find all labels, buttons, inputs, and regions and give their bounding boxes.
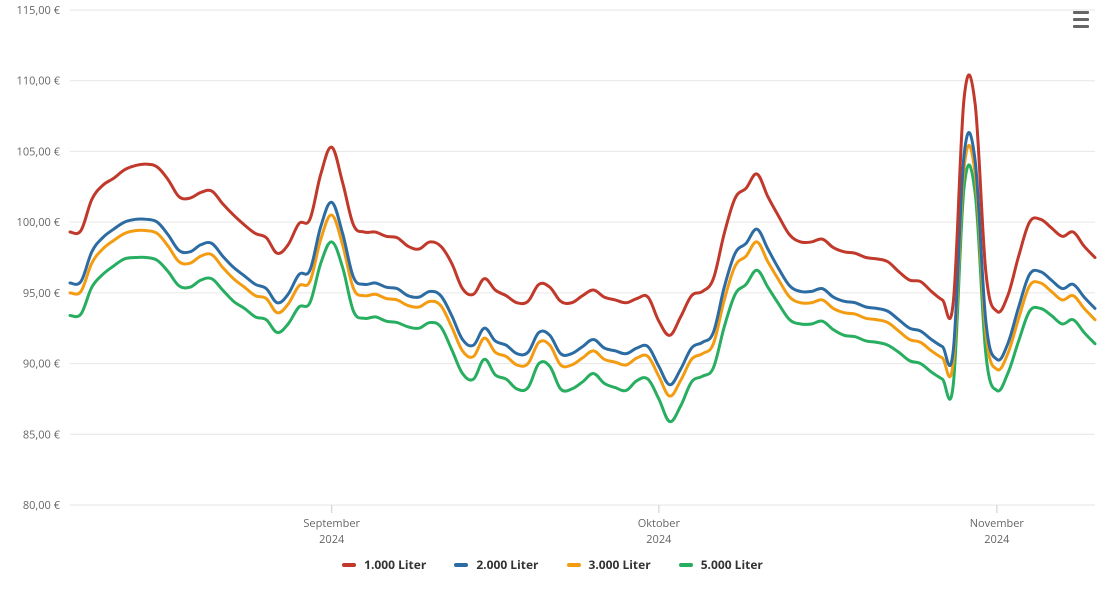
chart-container: 80,00 € 85,00 € 90,00 € 95,00 € 100,00 € 105,… xyxy=(0,0,1105,602)
legend-label: 3.000 Liter xyxy=(589,556,651,573)
series-line xyxy=(70,75,1095,335)
legend-swatch xyxy=(454,563,468,567)
x-axis-tick-sublabel: 2024 xyxy=(984,532,1010,547)
legend-swatch xyxy=(342,563,356,567)
x-axis-tick-sublabel: 2024 xyxy=(319,532,345,547)
legend-item[interactable]: 2.000 Liter xyxy=(454,556,538,573)
x-axis-tick-label: September xyxy=(303,516,360,531)
x-axis-tick-label: November xyxy=(970,516,1025,531)
legend-item[interactable]: 5.000 Liter xyxy=(679,556,763,573)
x-axis-tick-sublabel: 2024 xyxy=(646,532,672,547)
chart-menu-button[interactable] xyxy=(1067,6,1095,32)
legend-item[interactable]: 1.000 Liter xyxy=(342,556,426,573)
legend-swatch xyxy=(679,563,693,567)
y-axis-tick-label: 80,00 € xyxy=(23,498,61,513)
y-axis-tick-label: 110,00 € xyxy=(17,74,61,89)
legend-label: 5.000 Liter xyxy=(701,556,763,573)
line-chart: 80,00 € 85,00 € 90,00 € 95,00 € 100,00 € 105,… xyxy=(0,0,1105,560)
y-axis-tick-label: 85,00 € xyxy=(23,427,61,442)
y-axis-tick-label: 105,00 € xyxy=(17,144,61,159)
y-axis-tick-label: 90,00 € xyxy=(23,357,61,372)
y-axis-tick-label: 95,00 € xyxy=(23,286,61,301)
legend-label: 2.000 Liter xyxy=(476,556,538,573)
series-line xyxy=(70,132,1095,384)
legend-swatch xyxy=(567,563,581,567)
legend-label: 1.000 Liter xyxy=(364,556,426,573)
x-axis-tick-label: Oktober xyxy=(638,516,681,531)
series-line xyxy=(70,145,1095,396)
y-axis-tick-label: 115,00 € xyxy=(17,3,61,18)
legend: 1.000 Liter 2.000 Liter 3.000 Liter 5.000 L… xyxy=(0,556,1105,573)
y-axis-tick-label: 100,00 € xyxy=(17,215,61,230)
legend-item[interactable]: 3.000 Liter xyxy=(567,556,651,573)
